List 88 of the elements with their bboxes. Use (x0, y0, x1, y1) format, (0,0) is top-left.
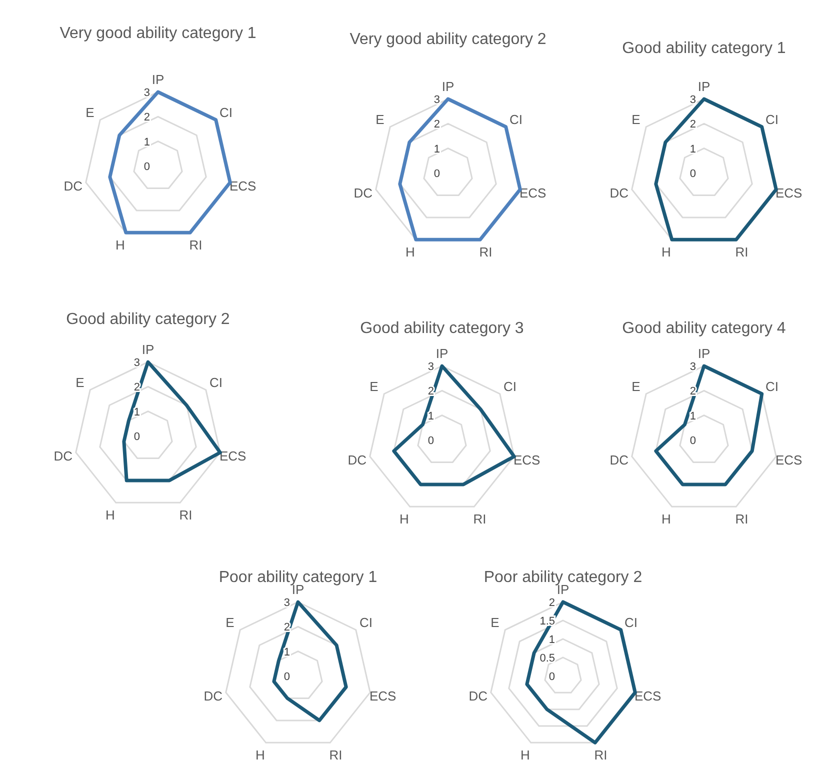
spoke-label: DC (348, 452, 367, 468)
spoke-label: DC (64, 178, 83, 194)
spoke-label: CI (510, 112, 523, 127)
y-tick-label: 0.5 (540, 652, 555, 664)
spoke-label: H (400, 511, 409, 526)
y-tick-label: 1 (284, 646, 290, 658)
chart-title: Good ability category 2 (66, 311, 230, 328)
y-tick-label: 3 (434, 94, 440, 106)
y-tick-label: 0 (144, 161, 150, 173)
spoke-label: DC (468, 688, 488, 704)
y-tick-label: 1 (434, 143, 440, 156)
spoke-label: IP (142, 342, 154, 357)
y-tick-label: 3 (428, 361, 434, 373)
spoke-label: IP (698, 79, 710, 94)
spoke-label: RI (329, 747, 342, 762)
chart-title: Good ability category 1 (622, 40, 786, 57)
y-tick-label: 3 (144, 87, 150, 99)
y-tick-label: 0 (428, 435, 434, 447)
spoke-label: H (256, 747, 265, 762)
spoke-label: E (226, 614, 235, 630)
spoke-label: RI (735, 244, 748, 260)
spoke-label: IP (442, 79, 454, 94)
spoke-label: CI (504, 378, 517, 394)
spoke-label: ECS (775, 452, 803, 468)
y-tick-label: 3 (134, 357, 140, 369)
spoke-label: E (632, 112, 641, 127)
spoke-label: IP (698, 346, 710, 361)
y-tick-label: 2 (690, 118, 696, 131)
y-tick-label: 3 (284, 597, 290, 609)
spoke-label: RI (473, 511, 486, 526)
spoke-label: H (520, 747, 530, 762)
spoke-label: E (76, 374, 85, 390)
spoke-label: H (116, 237, 125, 252)
spoke-label: RI (479, 244, 492, 260)
spoke-label: CI (766, 112, 779, 127)
spoke-label: DC (204, 688, 223, 704)
y-tick-label: 1 (548, 634, 555, 646)
spoke-label: DC (610, 185, 629, 200)
spoke-label: E (86, 104, 95, 120)
y-tick-label: 0 (690, 435, 696, 447)
chart-title: Very good ability category 1 (60, 25, 256, 42)
y-tick-label: 2 (434, 118, 440, 131)
spoke-label: DC (354, 185, 373, 200)
y-tick-label: 3 (690, 94, 696, 106)
y-tick-label: 1 (134, 406, 140, 418)
y-tick-label: 2 (548, 597, 555, 609)
spoke-label: RI (179, 507, 192, 522)
spoke-label: ECS (513, 452, 541, 468)
spoke-label: RI (189, 237, 202, 252)
spoke-label: E (632, 378, 641, 394)
chart-title: Good ability category 3 (360, 320, 524, 337)
spoke-label: ECS (775, 185, 803, 200)
spoke-label: ECS (229, 178, 257, 194)
y-tick-label: 1 (690, 410, 696, 422)
y-tick-label: 0 (284, 671, 290, 683)
spoke-label: E (370, 378, 379, 394)
spoke-label: ECS (369, 688, 397, 704)
spoke-label: H (106, 507, 115, 522)
y-tick-label: 0 (690, 168, 696, 180)
spoke-label: DC (610, 452, 629, 468)
y-tick-label: 3 (690, 361, 696, 373)
spoke-label: CI (360, 614, 373, 630)
spoke-label: DC (54, 448, 73, 464)
y-tick-label: 0 (548, 671, 555, 683)
spoke-label: CI (624, 614, 638, 630)
spoke-label: IP (152, 72, 164, 87)
y-tick-label: 1 (144, 136, 150, 148)
spoke-label: ECS (519, 185, 547, 200)
spoke-label: E (376, 112, 385, 127)
chart-title: Very good ability category 2 (350, 31, 546, 48)
spoke-label: RI (594, 747, 608, 762)
spoke-label: CI (220, 104, 233, 120)
spoke-label: CI (766, 378, 779, 394)
spoke-label: H (662, 244, 671, 260)
spoke-label: RI (735, 511, 748, 526)
y-tick-label: 0 (434, 168, 440, 180)
y-tick-label: 0 (134, 431, 140, 443)
spoke-label: H (662, 511, 671, 526)
chart-title: Good ability category 4 (622, 320, 786, 337)
spoke-label: IP (436, 346, 448, 361)
y-tick-label: 1 (690, 143, 696, 156)
y-tick-label: 1 (428, 410, 434, 422)
spoke-label: ECS (634, 688, 662, 704)
y-tick-label: 2 (144, 112, 150, 124)
spoke-label: E (490, 614, 500, 630)
spoke-label: CI (210, 374, 223, 390)
spoke-label: ECS (219, 448, 247, 464)
spoke-label: H (406, 244, 415, 260)
